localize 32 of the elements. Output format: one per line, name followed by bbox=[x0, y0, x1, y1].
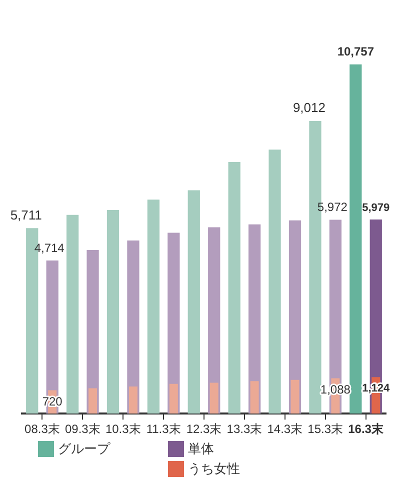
data-label: 720 bbox=[42, 394, 63, 409]
data-label: 5,979 bbox=[362, 202, 390, 214]
x-tick-label: 11.3末 bbox=[146, 422, 181, 436]
x-tick-label: 09.3末 bbox=[64, 422, 100, 436]
bar bbox=[250, 381, 259, 414]
legend-label: うち女性 bbox=[188, 461, 240, 478]
legend-label: グループ bbox=[58, 441, 110, 458]
x-tick-label: 16.3末 bbox=[348, 422, 384, 436]
bar bbox=[268, 150, 281, 414]
bar bbox=[210, 382, 218, 414]
x-tick-label: 13.3末 bbox=[226, 422, 262, 436]
bar bbox=[169, 384, 178, 414]
x-tick-label: 08.3末 bbox=[24, 422, 60, 436]
data-label: 5,711 bbox=[10, 207, 42, 222]
x-tick-label: 15.3末 bbox=[308, 422, 344, 436]
data-label: 10,757 bbox=[337, 44, 374, 59]
x-tick-label: 12.3末 bbox=[186, 422, 222, 436]
x-tick-label: 10.3末 bbox=[105, 422, 141, 436]
bar bbox=[290, 380, 300, 414]
bar bbox=[106, 210, 120, 414]
bar bbox=[350, 64, 362, 414]
bar bbox=[66, 214, 79, 414]
x-tick-label: 14.3末 bbox=[267, 422, 303, 436]
data-label: 4,714 bbox=[34, 240, 65, 255]
data-label: 9,012 bbox=[292, 100, 326, 116]
bar bbox=[188, 190, 200, 414]
bar bbox=[228, 162, 240, 414]
bar bbox=[88, 388, 98, 414]
legend-label: 単体 bbox=[188, 441, 214, 458]
bar bbox=[147, 200, 160, 414]
bar bbox=[128, 386, 138, 414]
data-label: 5,972 bbox=[317, 200, 348, 214]
